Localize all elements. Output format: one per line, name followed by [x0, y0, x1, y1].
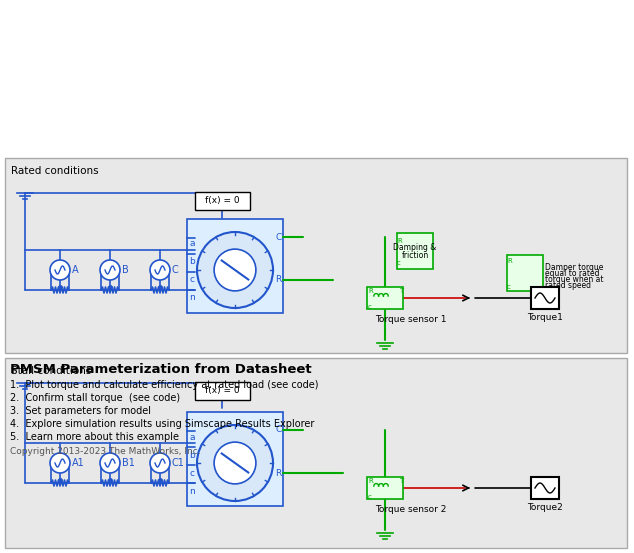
Text: Damping &: Damping &	[393, 243, 437, 252]
Bar	[397, 233, 433, 269]
Circle shape	[150, 260, 170, 280]
Text: R: R	[275, 275, 281, 284]
Text: b: b	[189, 451, 195, 460]
Text: Torque1: Torque1	[527, 314, 563, 322]
Circle shape	[214, 442, 256, 484]
Text: PMSM Parameterization from Datasheet: PMSM Parameterization from Datasheet	[10, 363, 312, 376]
Text: n: n	[189, 294, 195, 302]
Text: R: R	[507, 258, 512, 264]
Text: b: b	[189, 258, 195, 267]
Text: R: R	[275, 468, 281, 477]
Bar	[531, 477, 559, 499]
Circle shape	[214, 249, 256, 291]
Text: torque when at: torque when at	[545, 274, 604, 284]
Text: R: R	[368, 288, 373, 294]
Text: n: n	[189, 487, 195, 495]
Text: B: B	[122, 265, 129, 275]
Bar	[367, 477, 403, 499]
Text: R: R	[397, 238, 402, 244]
Text: c: c	[189, 275, 194, 284]
Circle shape	[197, 425, 273, 501]
Text: Torque sensor 1: Torque sensor 1	[375, 316, 446, 325]
Text: A: A	[72, 265, 79, 275]
Text: A1: A1	[72, 458, 85, 468]
Text: 2.  Confirm stall torque  (see code): 2. Confirm stall torque (see code)	[10, 393, 180, 403]
Text: 4.  Explore simulation results using Simscape Results Explorer: 4. Explore simulation results using Sims…	[10, 419, 314, 429]
Circle shape	[50, 453, 70, 473]
Text: c: c	[368, 494, 372, 500]
Text: a: a	[189, 432, 195, 441]
Bar	[507, 255, 543, 291]
Text: R: R	[368, 478, 373, 484]
Text: C: C	[172, 265, 179, 275]
Text: equal to rated: equal to rated	[545, 269, 600, 278]
Text: T: T	[399, 478, 403, 484]
Bar	[187, 412, 283, 506]
Bar	[367, 287, 403, 309]
Bar	[5, 158, 627, 353]
Bar	[195, 382, 250, 400]
Text: c: c	[397, 260, 401, 266]
Text: Torque sensor 2: Torque sensor 2	[375, 505, 446, 514]
Circle shape	[100, 453, 120, 473]
Text: Copyright 2013-2023 The MathWorks, Inc.: Copyright 2013-2023 The MathWorks, Inc.	[10, 447, 200, 456]
Text: 1.  Plot torque and calculate efficiency at rated load (see code): 1. Plot torque and calculate efficiency …	[10, 380, 318, 390]
Circle shape	[100, 260, 120, 280]
Text: c: c	[368, 304, 372, 310]
Text: C: C	[275, 232, 281, 242]
Text: 3.  Set parameters for model: 3. Set parameters for model	[10, 406, 151, 416]
Text: c: c	[507, 284, 511, 290]
Text: T: T	[399, 288, 403, 294]
Text: C1: C1	[172, 458, 185, 468]
Text: c: c	[189, 468, 194, 477]
Circle shape	[197, 232, 273, 308]
Text: f(x) = 0: f(x) = 0	[205, 387, 239, 395]
Bar	[195, 192, 250, 210]
Text: f(x) = 0: f(x) = 0	[205, 196, 239, 206]
Text: B1: B1	[122, 458, 135, 468]
Circle shape	[50, 260, 70, 280]
Text: 5.  Learn more about this example: 5. Learn more about this example	[10, 432, 179, 442]
Text: C: C	[275, 425, 281, 435]
Bar	[187, 219, 283, 313]
Text: rated speed: rated speed	[545, 280, 591, 290]
Bar	[531, 287, 559, 309]
Text: a: a	[189, 239, 195, 248]
Circle shape	[150, 453, 170, 473]
Text: Rated conditions: Rated conditions	[11, 166, 99, 176]
Text: Stall conditions: Stall conditions	[11, 366, 91, 376]
Bar	[5, 358, 627, 548]
Text: friction: friction	[401, 251, 429, 259]
Text: Torque2: Torque2	[527, 503, 563, 513]
Text: Damper torque: Damper torque	[545, 263, 604, 272]
